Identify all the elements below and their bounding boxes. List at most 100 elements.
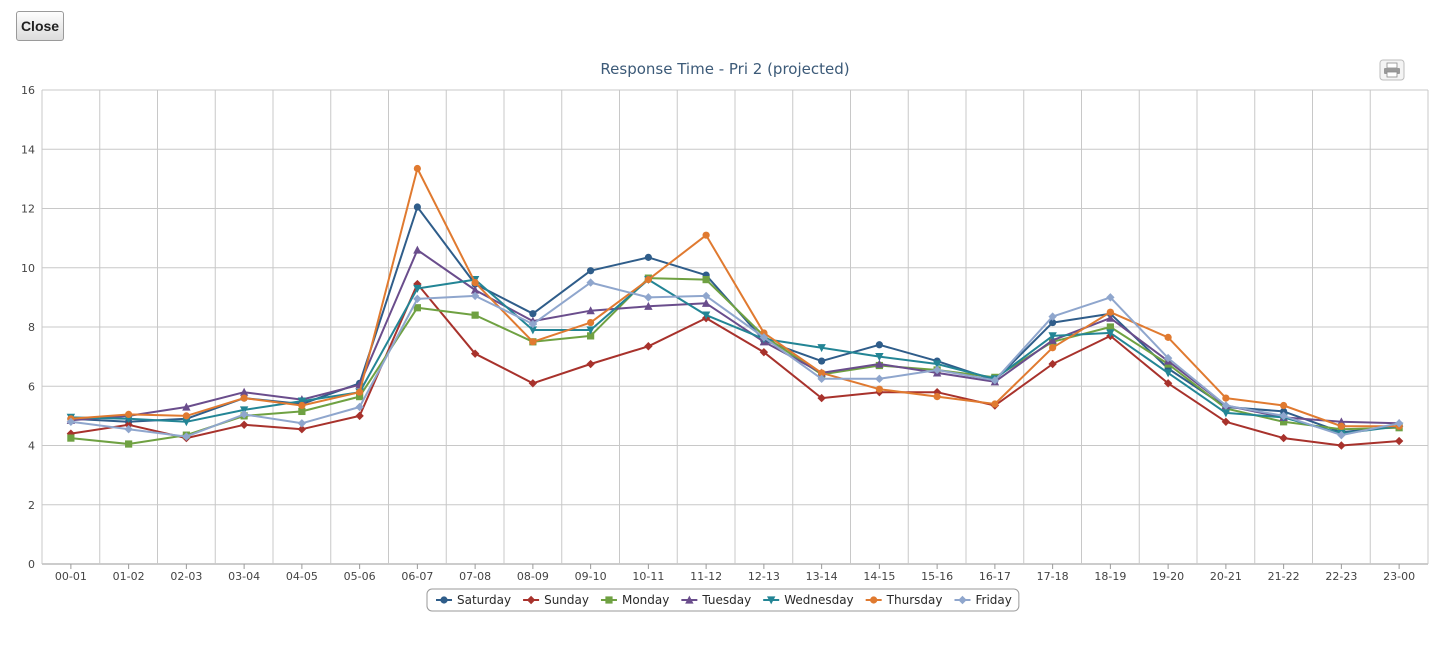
point-thursday: [298, 401, 306, 410]
point-wednesday: [413, 284, 422, 293]
axis-labels: 0 2 4 6 8 10 12 14 16 00-01 01-02 02-03 03-04 04-05 05…: [21, 84, 1415, 583]
legend: Saturday Sunday Monday Tuesday Wednesday Thur…: [426, 588, 1020, 612]
point-thursday: [356, 388, 364, 396]
legend-item-sunday[interactable]: Sunday: [523, 593, 589, 607]
point-friday: [759, 333, 769, 342]
point-sunday: [124, 420, 133, 429]
legend-label: Sunday: [544, 593, 589, 607]
legend-marker-thursday: [870, 596, 878, 604]
legend-item-monday[interactable]: Monday: [600, 593, 669, 607]
line-monday: [70, 277, 1400, 445]
x-tick-label: 09-10: [575, 570, 607, 583]
point-sunday: [1394, 436, 1404, 446]
legend-label: Friday: [975, 593, 1011, 607]
point-monday: [471, 311, 479, 319]
legend-label: Thursday: [886, 593, 943, 607]
x-tick-label: 00-01: [55, 570, 87, 583]
x-tick-label: 10-11: [632, 570, 664, 583]
point-thursday: [1222, 394, 1230, 402]
y-tick-label: 0: [28, 558, 35, 571]
grid: [41, 89, 1429, 569]
point-friday: [124, 425, 133, 434]
point-monday: [356, 393, 364, 401]
point-tuesday: [644, 301, 653, 310]
point-thursday: [760, 329, 768, 337]
point-wednesday: [932, 360, 942, 369]
line-tuesday: [70, 249, 1400, 425]
y-tick-label: 14: [21, 143, 35, 156]
point-monday: [125, 440, 133, 448]
point-saturday: [529, 310, 537, 318]
point-sunday: [1163, 379, 1173, 388]
point-tuesday: [875, 359, 884, 368]
legend-marker-tuesday: [685, 595, 694, 604]
point-thursday: [1049, 344, 1057, 352]
point-friday: [644, 293, 653, 302]
point-saturday: [818, 357, 826, 365]
point-monday: [587, 332, 595, 340]
close-button[interactable]: Close: [16, 11, 64, 41]
x-tick-label: 20-21: [1210, 570, 1242, 583]
point-friday: [355, 402, 364, 412]
point-tuesday: [239, 387, 249, 396]
point-thursday: [933, 393, 941, 401]
line-wednesday: [70, 278, 1400, 435]
legend-item-saturday[interactable]: Saturday: [436, 593, 511, 607]
point-tuesday: [1106, 313, 1115, 322]
x-tick-label: 22-23: [1325, 570, 1357, 583]
y-tick-label: 6: [28, 380, 35, 393]
point-saturday: [587, 267, 595, 275]
x-tick-label: 08-09: [517, 570, 549, 583]
legend-item-friday[interactable]: Friday: [954, 593, 1012, 607]
point-tuesday: [701, 298, 711, 307]
point-friday: [1163, 353, 1173, 363]
point-friday: [817, 374, 826, 384]
x-tick-label: 17-18: [1037, 570, 1069, 583]
point-thursday: [240, 394, 248, 402]
point-sunday: [355, 411, 364, 421]
x-tick-label: 06-07: [401, 570, 433, 583]
point-wednesday: [1048, 332, 1057, 341]
point-wednesday: [528, 326, 538, 335]
point-wednesday: [1163, 369, 1173, 378]
y-tick-label: 2: [28, 499, 35, 512]
point-saturday: [1049, 318, 1057, 327]
point-sunday: [817, 393, 826, 403]
x-tick-label: 23-00: [1383, 570, 1415, 583]
legend-item-wednesday[interactable]: Wednesday: [763, 593, 854, 607]
point-saturday: [644, 253, 652, 261]
point-friday: [528, 319, 538, 329]
point-friday: [1106, 293, 1115, 302]
point-sunday: [470, 349, 480, 358]
y-tick-label: 4: [28, 440, 35, 453]
x-tick-label: 14-15: [863, 570, 895, 583]
legend-label: Saturday: [457, 593, 511, 607]
point-friday: [470, 291, 480, 301]
point-wednesday: [817, 344, 826, 353]
line-sunday: [70, 283, 1400, 447]
point-friday: [239, 410, 249, 419]
x-tick-label: 02-03: [170, 570, 202, 583]
point-monday: [1106, 323, 1114, 331]
point-monday: [413, 304, 421, 312]
point-sunday: [1221, 417, 1231, 426]
x-tick-label: 01-02: [113, 570, 145, 583]
point-saturday: [1280, 407, 1288, 416]
legend-marker-monday: [605, 596, 613, 604]
legend-item-tuesday[interactable]: Tuesday: [681, 593, 751, 607]
printer-icon[interactable]: [1379, 59, 1405, 81]
point-tuesday: [586, 306, 595, 315]
legend-label: Monday: [622, 593, 669, 607]
point-friday: [586, 278, 595, 287]
point-thursday: [875, 385, 883, 393]
point-saturday: [875, 341, 883, 349]
point-thursday: [644, 276, 652, 284]
x-tick-label: 16-17: [979, 570, 1011, 583]
series-friday: [66, 278, 1404, 441]
y-tick-label: 10: [21, 262, 35, 275]
point-wednesday: [701, 311, 711, 320]
line-thursday: [70, 167, 1400, 428]
point-monday: [298, 407, 306, 416]
legend-item-thursday[interactable]: Thursday: [865, 593, 943, 607]
